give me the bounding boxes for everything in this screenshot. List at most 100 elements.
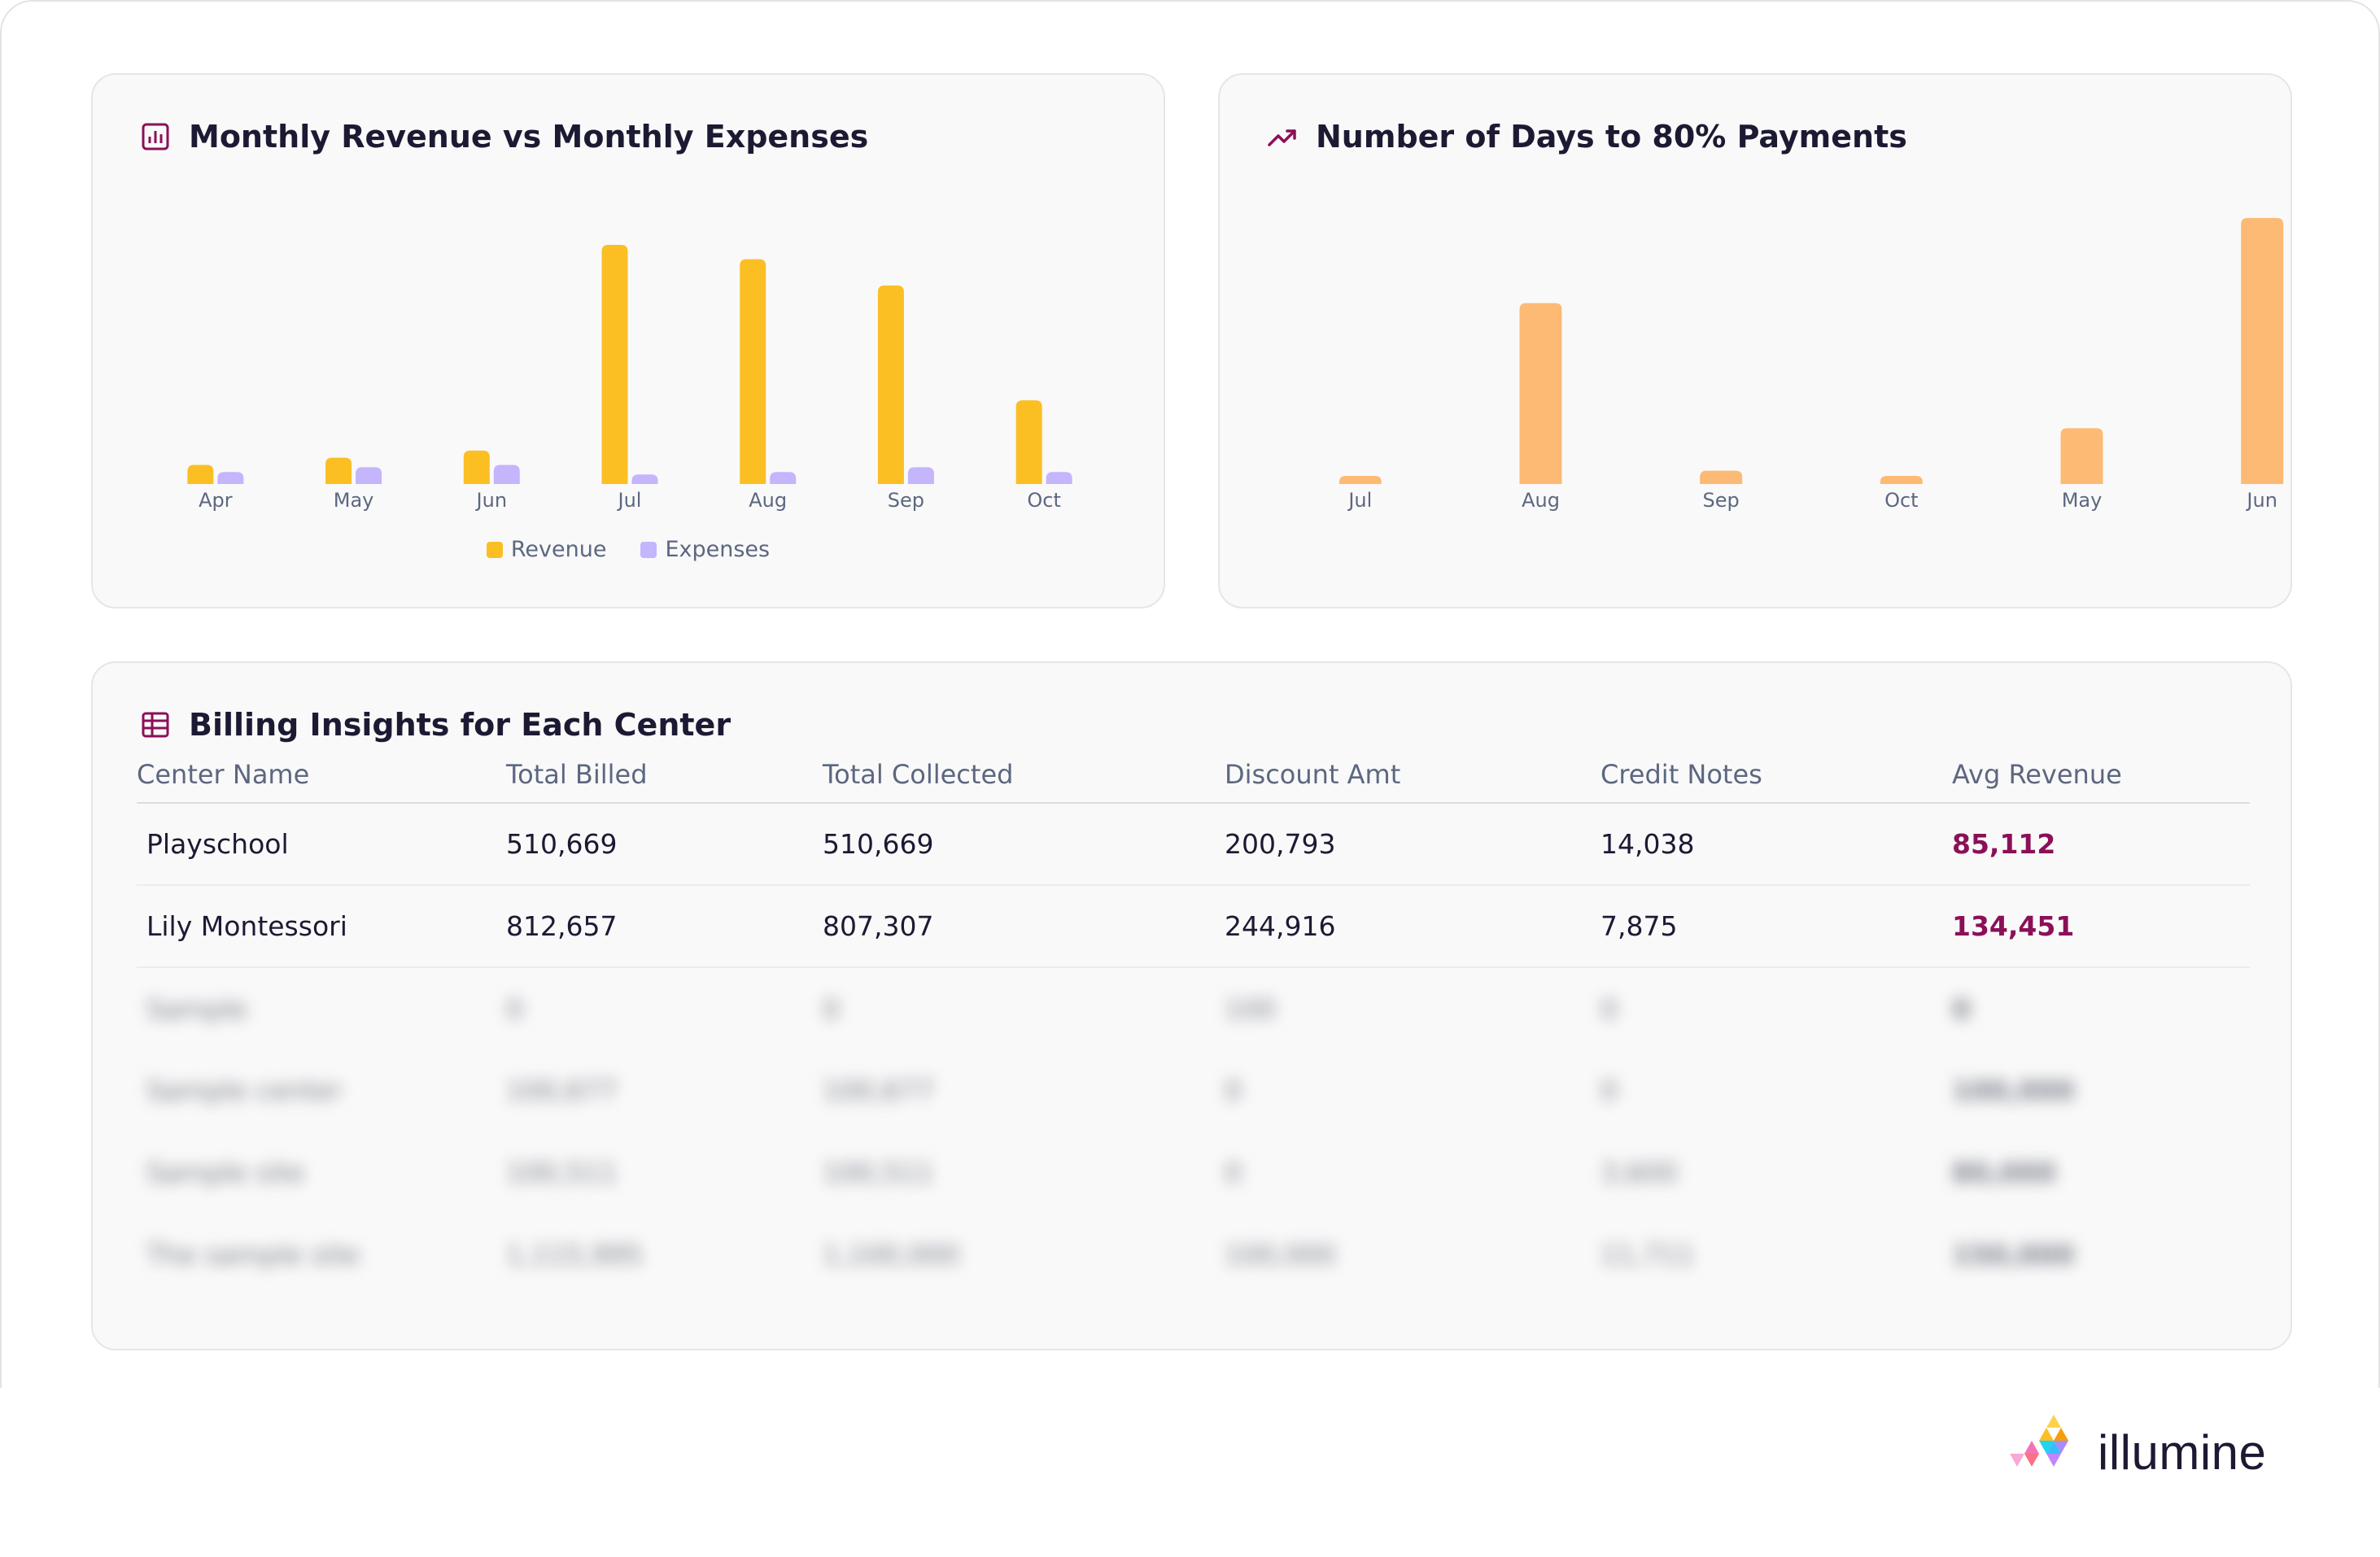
bar-days-aug[interactable] (1519, 303, 1562, 484)
blurred-cell: Sample (146, 992, 247, 1025)
blurred-cell: 100 (1225, 992, 1276, 1025)
blurred-cell: 0 (1600, 992, 1618, 1025)
blurred-cell: 1,100,000 (823, 1239, 959, 1271)
x-tick-label: Sep (888, 489, 924, 512)
blurred-cell: 11,711 (1600, 1239, 1695, 1271)
bar-expenses-jun[interactable] (493, 464, 520, 484)
blurred-cell: 0 (1225, 1157, 1242, 1188)
blurred-cell: 80,000 (1952, 1157, 2056, 1188)
bar-expenses-apr[interactable] (217, 472, 244, 484)
cell-total-collected: 807,307 (823, 885, 1225, 968)
blurred-cell: Sample site (146, 1157, 304, 1188)
x-tick-label: Jul (1347, 489, 1372, 512)
x-tick-label: Oct (1884, 489, 1919, 512)
column-header-discount-amt[interactable]: Discount Amt (1225, 752, 1600, 804)
bar-chart-icon (140, 121, 171, 152)
bar-days-sep[interactable] (1700, 470, 1743, 484)
x-tick-label: Apr (199, 489, 233, 512)
blurred-cell: 100,677 (823, 1075, 934, 1106)
blurred-cell: The sample site (146, 1239, 360, 1271)
billing-insights-card: Billing Insights for Each Center Center … (91, 661, 2292, 1350)
cell-center-name: Playschool (137, 803, 506, 886)
cell-total-billed: 812,657 (506, 885, 823, 968)
blurred-cell: 150,000 (1952, 1239, 2075, 1271)
bar-revenue-oct[interactable] (1015, 400, 1042, 484)
brand-name: illumine (2098, 1424, 2267, 1480)
cell-credit-notes: 14,038 (1600, 803, 1952, 886)
legend-item-expenses[interactable]: Expenses (640, 537, 770, 562)
bar-expenses-may[interactable] (356, 467, 382, 484)
cell-discount-amt: 244,916 (1225, 885, 1600, 968)
revenue-card-title: Monthly Revenue vs Monthly Expenses (189, 119, 869, 155)
bar-expenses-sep[interactable] (907, 467, 934, 484)
bar-days-jun[interactable] (2241, 218, 2284, 484)
blurred-table-row: Sample center 100,677 100,677 0 0 100,00… (137, 1049, 2250, 1132)
blurred-cell: 100,677 (506, 1075, 618, 1106)
column-header-total-collected[interactable]: Total Collected (823, 752, 1225, 804)
blurred-cell: 0 (823, 992, 840, 1025)
blurred-cell: 0 (1225, 1075, 1242, 1106)
dashboard-frame: Apr May Jun Jul Aug Sep Oct Monthly Revenue vs… (0, 0, 2380, 1388)
x-tick-label: Oct (1027, 489, 1061, 512)
blurred-cell: 3,600 (1600, 1157, 1678, 1188)
legend-swatch-expenses (640, 541, 657, 558)
column-header-total-billed[interactable]: Total Billed (506, 752, 823, 804)
x-tick-label: Sep (1703, 489, 1740, 512)
billing-table: Center Name Total Billed Total Collected… (137, 752, 2250, 1296)
revenue-chart-legend: Revenue Expenses (93, 537, 1164, 562)
blurred-cell: 0 (1952, 992, 1971, 1025)
blurred-cell: 100,000 (1952, 1075, 2075, 1106)
column-header-center-name[interactable]: Center Name (137, 752, 506, 804)
days-to-payment-chart: Jul Aug Sep Oct May Jun (1338, 218, 2284, 512)
cell-total-billed: 510,669 (506, 803, 823, 886)
trending-up-icon (1267, 121, 1298, 152)
bar-revenue-jul[interactable] (601, 245, 628, 484)
billing-card-title: Billing Insights for Each Center (189, 707, 731, 743)
days-card-header: Number of Days to 80% Payments (1267, 119, 1907, 155)
blurred-table-row: Sample site 100,511 100,511 0 3,600 80,0… (137, 1132, 2250, 1214)
blurred-table-row: The sample site 1,115,995 1,100,000 100,… (137, 1214, 2250, 1296)
bar-expenses-oct[interactable] (1046, 472, 1072, 484)
table-row[interactable]: Lily Montessori 812,657 807,307 244,916 … (137, 885, 2250, 968)
bar-expenses-aug[interactable] (770, 472, 797, 484)
blurred-cell: 100,000 (1225, 1239, 1336, 1271)
cell-discount-amt: 200,793 (1225, 803, 1600, 886)
column-header-avg-revenue[interactable]: Avg Revenue (1952, 752, 2250, 804)
bar-revenue-sep[interactable] (877, 285, 904, 484)
legend-label-revenue: Revenue (510, 537, 607, 562)
blurred-cell: 0 (1600, 1075, 1618, 1106)
x-tick-label: Jul (617, 489, 642, 512)
blurred-cell: Sample center (146, 1075, 343, 1106)
cell-credit-notes: 7,875 (1600, 885, 1952, 968)
cell-total-collected: 510,669 (823, 803, 1225, 886)
legend-swatch-revenue (486, 541, 503, 558)
legend-item-revenue[interactable]: Revenue (486, 537, 607, 562)
billing-table-header-row: Center Name Total Billed Total Collected… (137, 752, 2250, 804)
x-tick-label: Aug (749, 489, 787, 512)
blurred-cell: 100,511 (823, 1157, 934, 1188)
bar-expenses-jul[interactable] (631, 474, 658, 484)
x-tick-label: Jun (2245, 489, 2277, 512)
blurred-cell: 0 (506, 992, 523, 1025)
cell-avg-revenue: 85,112 (1952, 803, 2250, 886)
illumine-logo-icon (2010, 1415, 2068, 1467)
table-row[interactable]: Playschool 510,669 510,669 200,793 14,03… (137, 803, 2250, 886)
bar-revenue-may[interactable] (325, 457, 352, 484)
x-tick-label: Jun (475, 489, 508, 512)
days-to-payment-card: Jul Aug Sep Oct May Jun Number of Days to 80%… (1218, 73, 2292, 608)
bar-days-oct[interactable] (1880, 476, 1923, 484)
blurred-cell: 1,115,995 (506, 1239, 643, 1271)
bar-days-may[interactable] (2060, 428, 2103, 484)
column-header-credit-notes[interactable]: Credit Notes (1600, 752, 1952, 804)
cell-center-name: Lily Montessori (137, 885, 506, 968)
x-tick-label: Aug (1522, 489, 1560, 512)
blurred-table-row: Sample 0 0 100 0 0 (137, 967, 2250, 1049)
x-tick-label: May (334, 489, 374, 512)
revenue-expenses-chart: Apr May Jun Jul Aug Sep Oct (187, 245, 1072, 512)
bar-days-jul[interactable] (1338, 476, 1382, 484)
x-tick-label: May (2062, 489, 2103, 512)
bar-revenue-aug[interactable] (740, 259, 766, 484)
bar-revenue-apr[interactable] (187, 464, 214, 484)
blurred-cell: 100,511 (506, 1157, 618, 1188)
bar-revenue-jun[interactable] (463, 450, 490, 484)
